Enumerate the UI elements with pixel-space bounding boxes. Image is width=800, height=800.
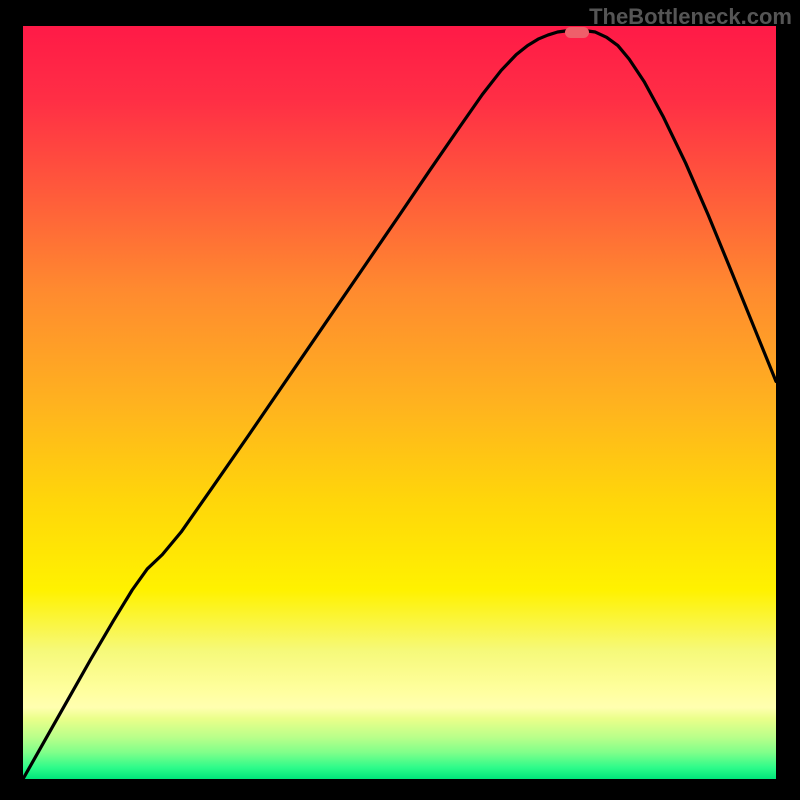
watermark-text: TheBottleneck.com <box>589 4 792 30</box>
optimum-marker <box>565 27 589 38</box>
plot-area <box>23 26 776 779</box>
bottleneck-curve <box>23 26 776 779</box>
curve-path <box>23 31 776 779</box>
chart-outer: TheBottleneck.com <box>0 0 800 800</box>
